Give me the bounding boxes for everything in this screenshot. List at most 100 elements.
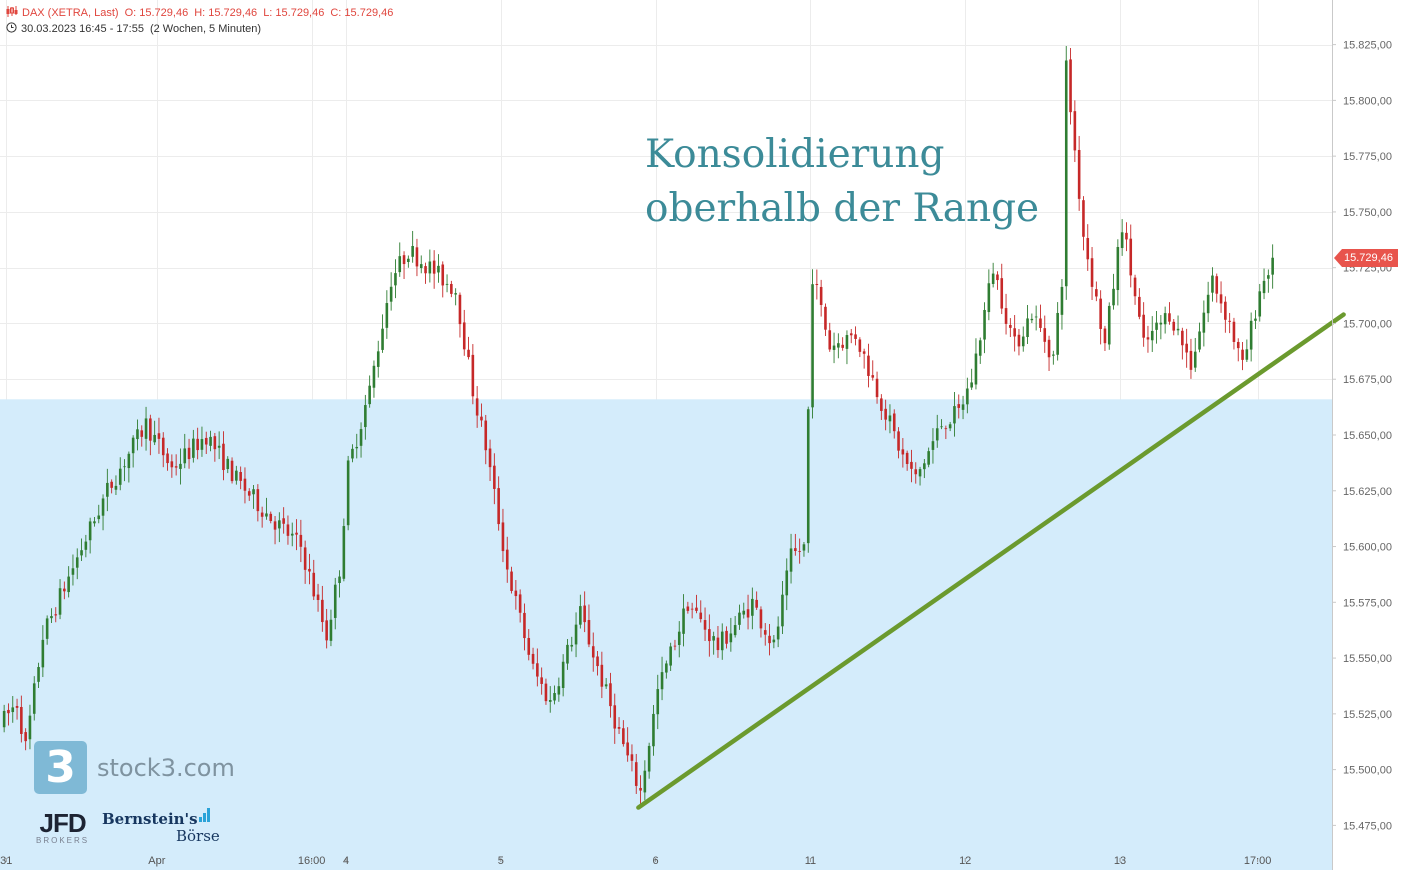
x-tick-label: 12	[959, 855, 971, 867]
candle-body	[604, 684, 608, 687]
candle-body	[622, 728, 625, 745]
candle-body	[768, 635, 771, 644]
candle-body	[325, 620, 328, 641]
bernstein-logo-text: Bernstein's	[102, 810, 198, 828]
candle-body	[738, 612, 741, 625]
candle-body	[299, 534, 303, 547]
candle-body	[1034, 316, 1038, 318]
candle-body	[665, 663, 668, 673]
candle-body	[110, 481, 113, 488]
candle-body	[149, 418, 152, 441]
candle-body	[1021, 336, 1025, 347]
candle-body	[837, 343, 840, 348]
y-tick-label: 15.800,00	[1343, 95, 1392, 107]
candle-body	[467, 349, 470, 358]
candle-body	[312, 572, 316, 597]
candle-body	[763, 630, 767, 635]
range-zone	[0, 399, 1332, 870]
annotation-line-2: oberhalb der Range	[645, 186, 1040, 231]
candle-body	[583, 605, 586, 623]
candle-body	[811, 284, 814, 408]
candle-body	[1004, 308, 1008, 324]
candle-body	[892, 413, 896, 432]
candle-body	[424, 266, 427, 274]
candle-body	[974, 353, 978, 385]
x-tick-label: 6	[653, 855, 659, 867]
candle-body	[213, 436, 217, 450]
candle-body	[1236, 341, 1240, 349]
candle-body	[58, 588, 62, 615]
candle-body	[1163, 313, 1167, 325]
trendline	[636, 312, 1346, 810]
candle-body	[1039, 318, 1042, 328]
candle-body	[471, 354, 475, 397]
candle-body	[153, 434, 156, 443]
candle-body	[1082, 200, 1085, 237]
candle-body	[544, 683, 548, 702]
stock3-logo: 3 stock3.com	[34, 741, 235, 794]
candle-body	[480, 416, 483, 421]
candle-body	[832, 345, 836, 350]
candle-body	[411, 245, 414, 257]
y-tick-label: 15.625,00	[1343, 486, 1392, 498]
candle-body	[1103, 328, 1107, 344]
candle-body	[828, 330, 832, 350]
candle-body	[1056, 312, 1059, 355]
candle-body	[385, 303, 389, 328]
candle-body	[660, 672, 664, 690]
y-tick-label: 15.550,00	[1343, 653, 1392, 665]
stock3-logo-icon: 3	[34, 741, 87, 794]
candle-body	[746, 609, 750, 618]
x-tick-label: 17:00	[1244, 855, 1272, 867]
candle-body	[647, 745, 651, 772]
candle-body	[1228, 320, 1231, 322]
jfd-logo-subtext: BROKERS	[36, 836, 90, 845]
candle-body	[278, 520, 281, 529]
candle-body	[652, 713, 655, 747]
candle-body	[996, 274, 999, 281]
candle-body	[548, 700, 552, 702]
candle-body	[235, 470, 238, 481]
last-price-badge: 15.729,46	[1334, 248, 1398, 267]
candle-body	[759, 609, 763, 629]
candle-body	[970, 382, 973, 388]
candle-body	[1095, 289, 1098, 297]
candle-body	[75, 557, 79, 568]
candle-body	[1262, 280, 1266, 294]
candles	[2, 46, 1274, 805]
candle-body	[953, 406, 956, 424]
candle-body	[7, 709, 10, 714]
candle-body	[179, 463, 182, 469]
candle-body	[862, 351, 866, 354]
candle-body	[28, 715, 32, 740]
candle-body	[239, 471, 242, 481]
candle-body	[871, 375, 875, 378]
candle-body	[1219, 294, 1223, 304]
candle-body	[553, 693, 556, 701]
candle-body	[93, 521, 96, 524]
candle-body	[699, 612, 703, 620]
candle-body	[488, 448, 492, 468]
candle-body	[209, 436, 212, 446]
candle-body	[316, 594, 320, 600]
candle-body	[596, 656, 599, 667]
candle-body	[295, 532, 298, 535]
candle-body	[802, 544, 806, 551]
instrument-name: DAX (XETRA, Last)	[22, 7, 119, 19]
time-range: 30.03.2023 16:45 - 17:55	[21, 23, 144, 35]
candle-body	[1206, 294, 1210, 314]
candle-body	[192, 438, 195, 458]
candle-body	[1159, 322, 1163, 325]
candle-body	[888, 415, 892, 422]
candle-body	[527, 637, 531, 655]
candle-body	[501, 522, 505, 552]
candle-body	[1112, 288, 1115, 306]
candle-body	[1198, 331, 1201, 350]
candle-body	[656, 689, 660, 715]
bernstein-logo: Bernstein's Börse	[102, 808, 220, 845]
candle-body	[1060, 286, 1064, 315]
y-tick-label: 15.700,00	[1343, 318, 1392, 330]
candle-body	[1138, 296, 1141, 317]
candle-body	[1069, 59, 1072, 113]
candle-body	[454, 293, 457, 295]
